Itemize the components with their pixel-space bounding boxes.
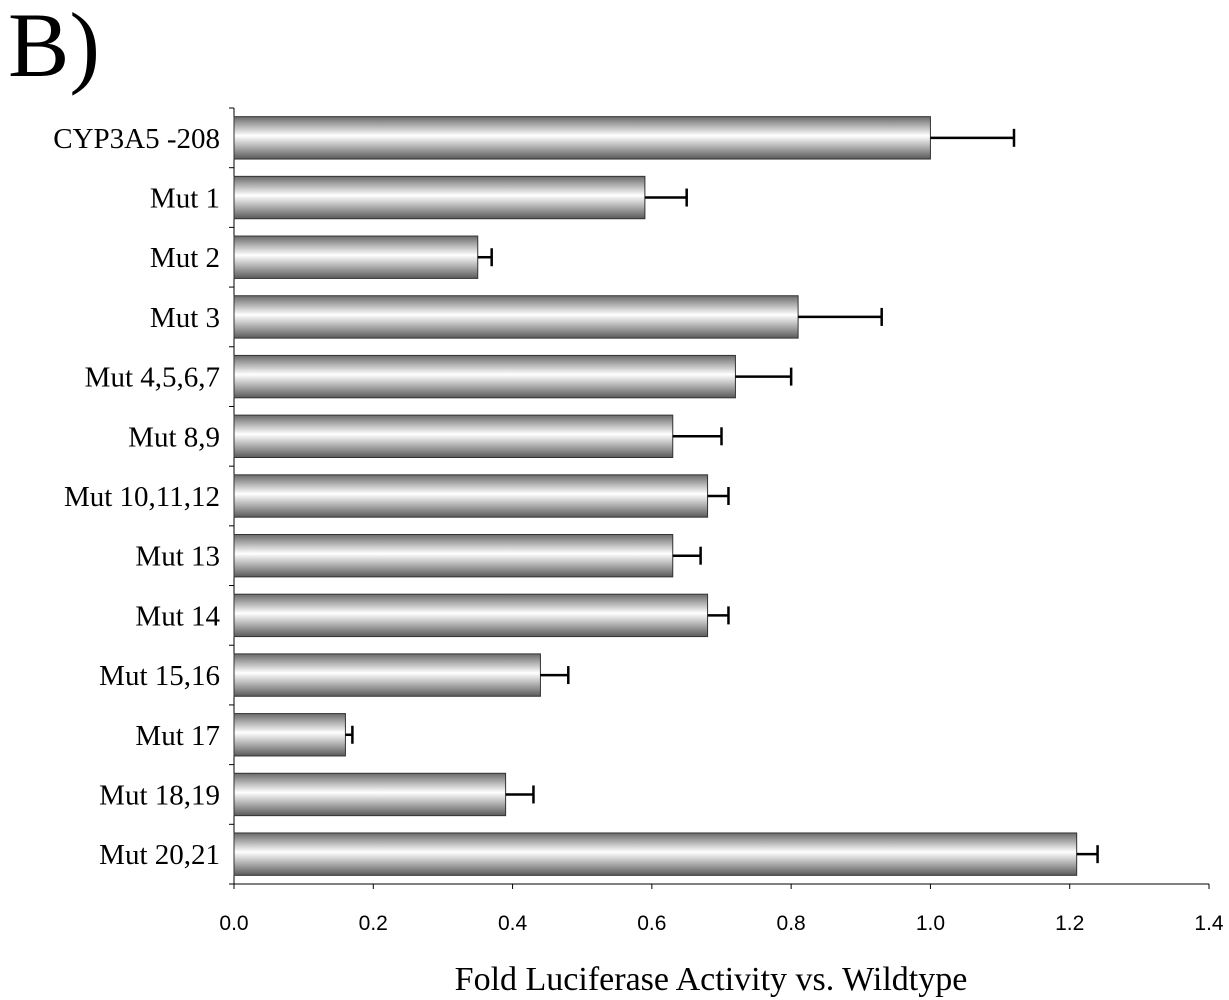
category-label: Mut 14 [135,600,220,632]
category-label: Mut 4,5,6,7 [85,362,220,394]
panel-label: B) [8,0,100,96]
plot-area: 0.0 0.2 0.4 0.6 0.8 1.0 1.2 1.4 CYP3A5 -208 Mut 1… [53,107,1224,935]
bar [233,593,709,638]
category-label: CYP3A5 -208 [53,123,220,155]
bar [233,832,1078,876]
x-tick-label: 0.0 [219,912,248,935]
bar [233,295,799,339]
category-label: Mut 13 [135,541,220,573]
bar [233,534,674,578]
bar [233,175,646,220]
category-label: Mut 20,21 [99,839,220,871]
category-label: Mut 3 [150,302,220,334]
category-label: Mut 10,11,12 [64,481,220,513]
x-tick-label: 1.4 [1194,912,1224,935]
bar [233,772,507,817]
category-label: Mut 2 [150,242,220,274]
category-label: Mut 8,9 [128,421,220,453]
bar [233,653,541,697]
bar [233,414,674,458]
x-tick-label: 0.2 [359,912,388,935]
category-label: Mut 18,19 [99,779,220,811]
x-tick-label: 0.4 [498,912,528,935]
bar [233,354,736,399]
bar [233,116,931,160]
bar [233,713,346,757]
x-tick-label: 1.2 [1055,912,1084,935]
x-tick-label: 0.8 [777,912,806,935]
x-axis-title: Fold Luciferase Activity vs. Wildtype [455,961,968,998]
x-tick-label: 1.0 [916,912,945,935]
bar [233,474,709,518]
category-label: Mut 17 [135,720,220,752]
category-label: Mut 1 [150,183,220,215]
x-tick-label: 0.6 [637,912,666,935]
bar [233,235,479,279]
category-label: Mut 15,16 [99,660,220,692]
